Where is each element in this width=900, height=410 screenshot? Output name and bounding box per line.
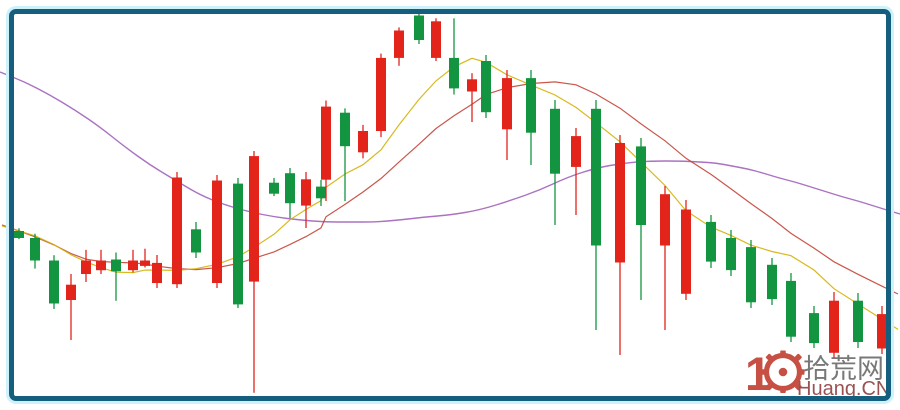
svg-text:Huang.CN: Huang.CN: [797, 378, 890, 400]
